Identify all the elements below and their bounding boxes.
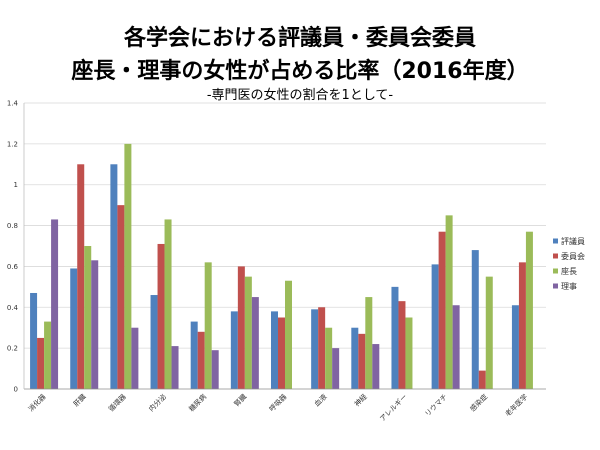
legend-item: 理事 xyxy=(553,281,577,291)
y-tick-label: 1.4 xyxy=(7,100,19,108)
y-axis-tick-labels: 0 0.2 0.4 0.6 0.8 1 1.2 1.4 xyxy=(7,100,19,394)
bar xyxy=(318,307,326,389)
bar xyxy=(30,292,38,389)
bar xyxy=(204,262,212,389)
bar xyxy=(405,317,413,389)
legend-item: 座長 xyxy=(553,266,577,276)
bar xyxy=(70,268,78,389)
bar xyxy=(478,370,486,389)
bar xyxy=(197,331,205,389)
bar xyxy=(311,309,319,389)
legend-item: 委員会 xyxy=(553,251,585,261)
bar xyxy=(351,327,359,389)
chart-title-line-1: 各学会における評議員・委員会委員 xyxy=(123,25,476,51)
bar xyxy=(278,317,285,389)
y-tick-label: 0.4 xyxy=(7,304,19,312)
bar xyxy=(485,276,493,389)
bar xyxy=(251,297,259,389)
bar xyxy=(271,311,278,389)
bar xyxy=(358,333,366,389)
bar xyxy=(431,264,439,389)
bar xyxy=(44,321,52,389)
y-tick-label: 0 xyxy=(14,386,18,394)
legend-swatch xyxy=(553,283,558,289)
bar xyxy=(285,280,292,389)
bar xyxy=(518,262,526,389)
chart-title-line-2: 座長・理事の女性が占める比率（2016年度） xyxy=(71,58,528,84)
bar xyxy=(171,346,179,389)
y-tick-label: 1.2 xyxy=(7,140,18,148)
bar xyxy=(190,321,198,389)
y-tick-label: 0.2 xyxy=(7,345,18,353)
bar xyxy=(365,297,373,389)
bar xyxy=(51,219,59,389)
bar xyxy=(150,295,158,389)
bar xyxy=(372,344,380,389)
legend-label: 理事 xyxy=(561,281,577,291)
bar xyxy=(398,301,406,389)
legend-label: 委員会 xyxy=(561,251,585,261)
legend-swatch xyxy=(553,253,558,259)
bar xyxy=(511,305,519,389)
bar xyxy=(332,348,340,389)
bars xyxy=(30,143,533,389)
bar xyxy=(211,350,219,389)
bar xyxy=(230,311,238,389)
y-tick-label: 0.8 xyxy=(7,222,18,230)
bar xyxy=(471,250,479,389)
bar xyxy=(237,266,245,389)
chart-subtitle: -専門医の女性の割合を1として- xyxy=(207,87,394,103)
bar xyxy=(525,231,533,389)
bar xyxy=(164,219,172,389)
bar xyxy=(244,276,252,389)
legend-label: 座長 xyxy=(561,266,577,276)
bar xyxy=(391,286,399,389)
bar xyxy=(452,305,460,389)
bar xyxy=(117,205,125,389)
legend-swatch xyxy=(553,238,558,244)
y-tick-label: 1 xyxy=(14,181,18,189)
legend-label: 評議員 xyxy=(561,236,585,246)
bar xyxy=(438,231,446,389)
bar xyxy=(325,327,333,389)
bar xyxy=(37,337,45,389)
bar xyxy=(157,243,165,389)
y-tick-label: 0.6 xyxy=(7,263,19,271)
bar xyxy=(131,327,139,389)
bar xyxy=(84,246,92,389)
axes xyxy=(23,103,546,390)
legend-item: 評議員 xyxy=(553,236,585,246)
legend-swatch xyxy=(553,268,558,274)
bar xyxy=(91,260,99,389)
bar xyxy=(445,215,453,389)
bar xyxy=(77,164,85,389)
bar xyxy=(110,164,118,389)
bar xyxy=(124,143,132,389)
